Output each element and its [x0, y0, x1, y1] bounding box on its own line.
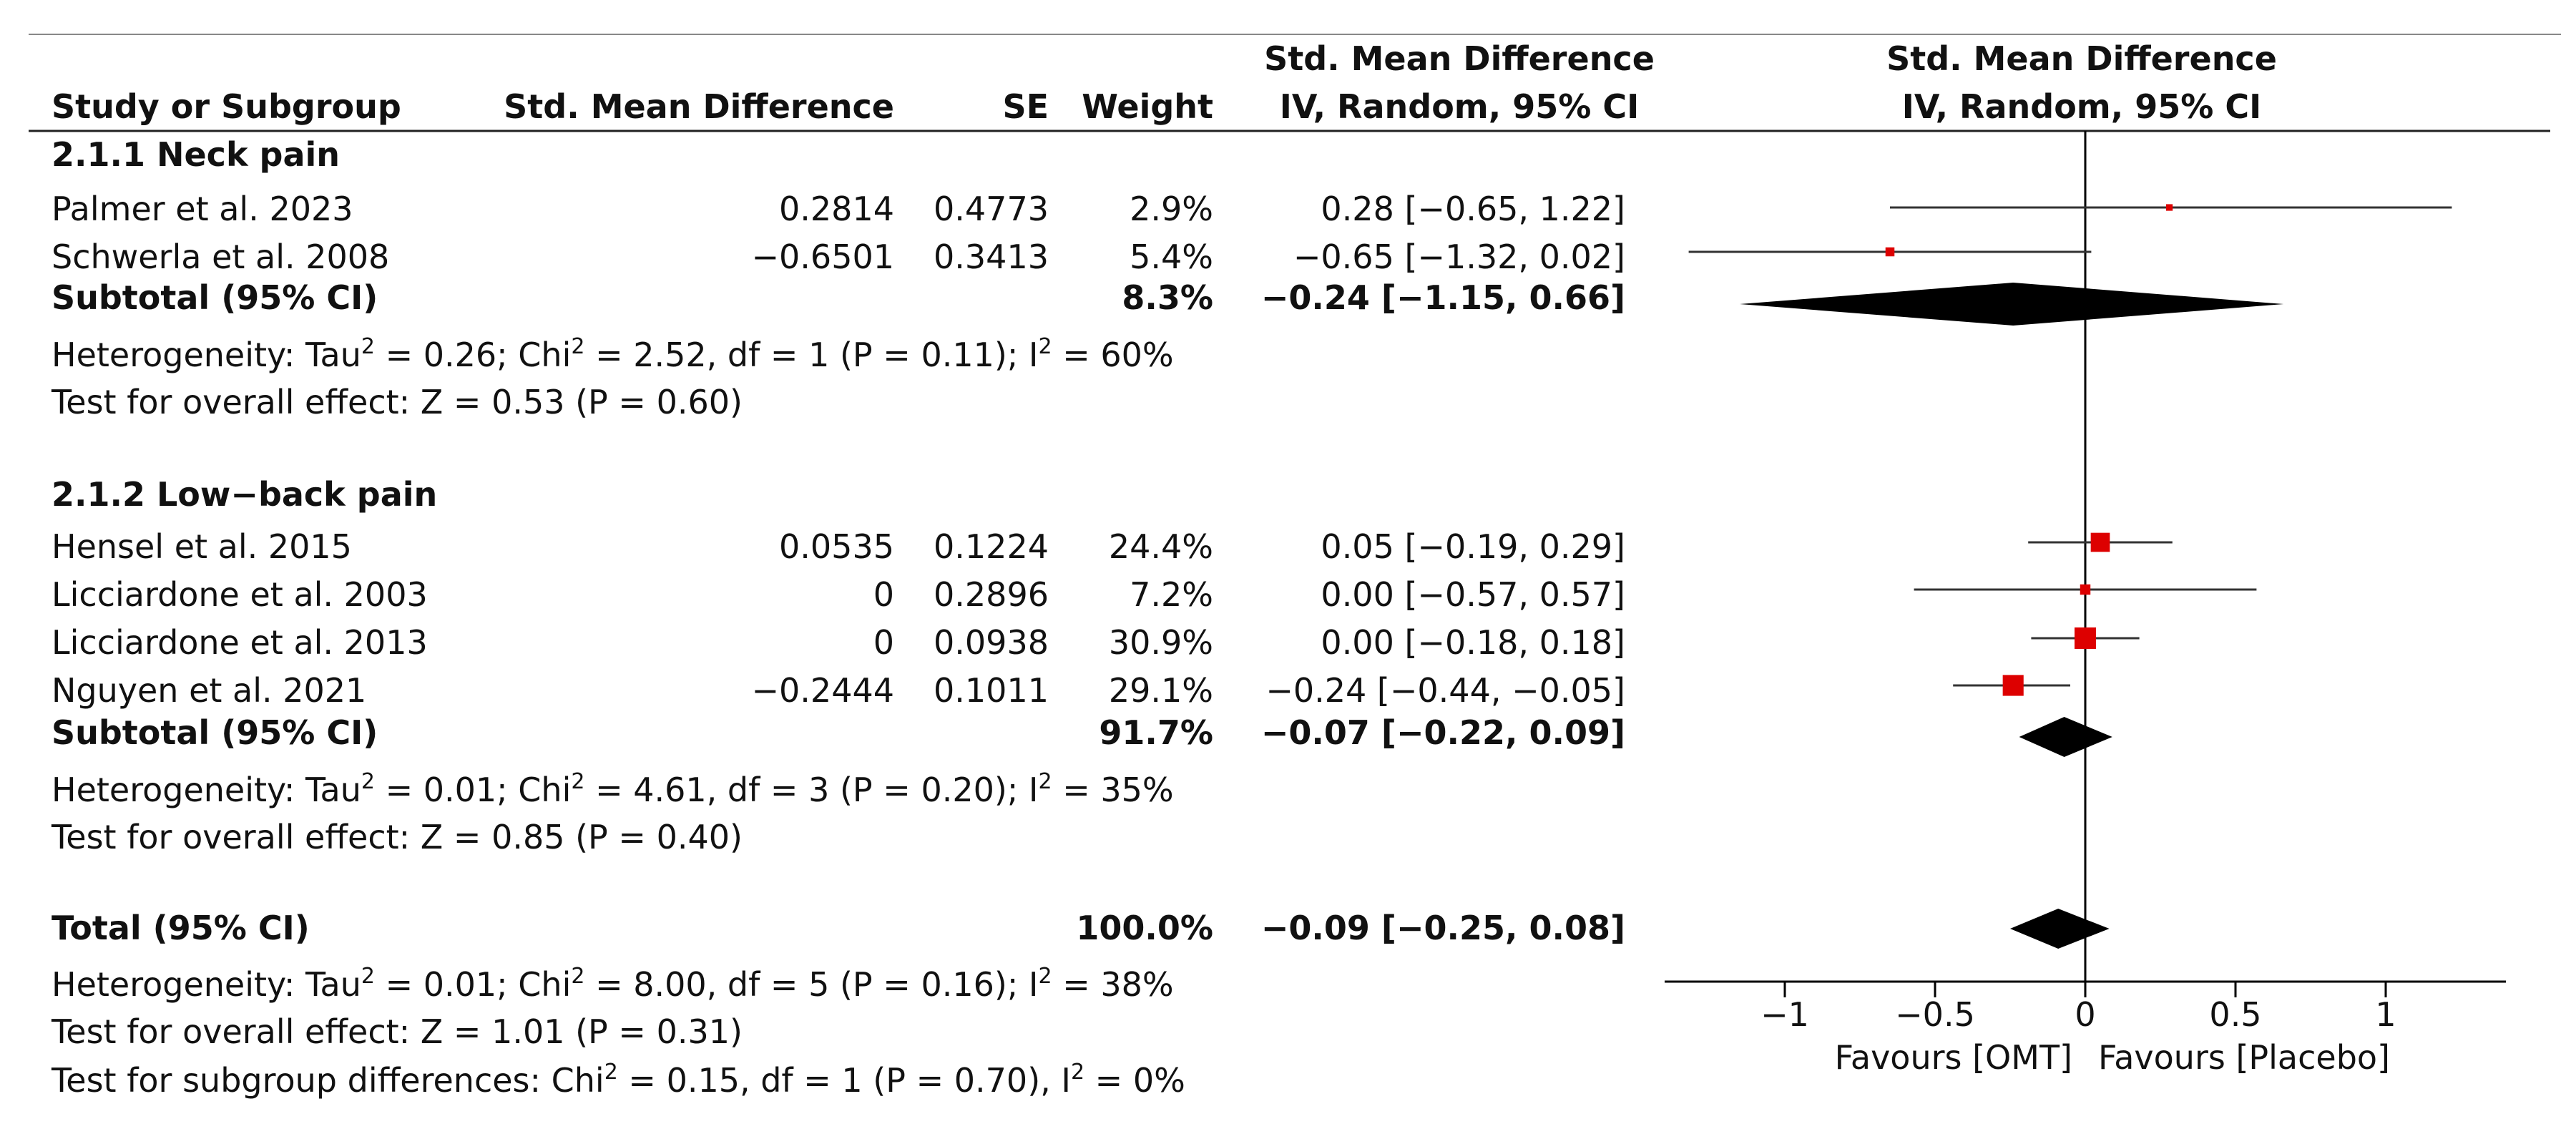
heterogeneity-text: Heterogeneity: Tau2 = 0.01; Chi2 = 4.61,… — [52, 769, 1174, 809]
header-smd: Std. Mean Difference — [504, 87, 894, 126]
study-se: 0.4773 — [934, 190, 1049, 228]
header-plot-line2: IV, Random, 95% CI — [1902, 87, 2261, 126]
total-weight: 100.0% — [1076, 909, 1213, 947]
study-name: Licciardone et al. 2003 — [52, 575, 428, 614]
study-ci: 0.00 [−0.18, 0.18] — [1321, 623, 1625, 662]
x-tick-label: 1 — [2375, 995, 2396, 1034]
study-weight: 5.4% — [1130, 238, 1213, 276]
header-ci-line1: Std. Mean Difference — [1264, 39, 1655, 78]
header-ci-line2: IV, Random, 95% CI — [1280, 87, 1639, 126]
study-ci: −0.24 [−0.44, −0.05] — [1265, 671, 1625, 710]
total-heterogeneity-text: Heterogeneity: Tau2 = 0.01; Chi2 = 8.00,… — [52, 964, 1174, 1004]
x-tick-label: −0.5 — [1895, 995, 1975, 1034]
favours-right-label: Favours [Placebo] — [2098, 1038, 2390, 1077]
subtotal-diamond — [2019, 717, 2112, 757]
effect-marker — [2075, 627, 2096, 649]
subtotal-weight: 91.7% — [1099, 713, 1213, 752]
study-ci: 0.00 [−0.57, 0.57] — [1321, 575, 1625, 614]
x-tick-label: −1 — [1760, 995, 1809, 1034]
study-smd: 0.2814 — [779, 190, 894, 228]
heterogeneity-text: Heterogeneity: Tau2 = 0.26; Chi2 = 2.52,… — [52, 334, 1174, 374]
study-smd: 0.0535 — [779, 527, 894, 566]
header-plot-line1: Std. Mean Difference — [1886, 39, 2277, 78]
study-name: Licciardone et al. 2013 — [52, 623, 428, 662]
overall-effect-text: Test for overall effect: Z = 0.85 (P = 0… — [51, 818, 743, 856]
study-se: 0.1224 — [934, 527, 1049, 566]
subgroup-title: 2.1.2 Low−back pain — [52, 475, 437, 514]
subtotal-diamond — [1740, 283, 2284, 326]
effect-marker — [2080, 584, 2091, 595]
total-overall-effect-text: Test for overall effect: Z = 1.01 (P = 0… — [51, 1012, 743, 1051]
study-smd: 0 — [873, 623, 894, 662]
subtotal-weight: 8.3% — [1122, 278, 1213, 317]
favours-left-label: Favours [OMT] — [1835, 1038, 2072, 1077]
effect-marker — [2166, 204, 2173, 211]
header-weight: Weight — [1082, 87, 1213, 126]
subtotal-ci: −0.07 [−0.22, 0.09] — [1261, 713, 1625, 752]
header-study: Study or Subgroup — [52, 87, 401, 126]
subtotal-label: Subtotal (95% CI) — [52, 713, 378, 752]
study-smd: 0 — [873, 575, 894, 614]
study-se: 0.3413 — [934, 238, 1049, 276]
study-ci: 0.28 [−0.65, 1.22] — [1321, 190, 1625, 228]
study-weight: 24.4% — [1109, 527, 1213, 566]
study-weight: 29.1% — [1109, 671, 1213, 710]
study-name: Hensel et al. 2015 — [52, 527, 352, 566]
total-diamond — [2010, 909, 2110, 949]
total-ci: −0.09 [−0.25, 0.08] — [1261, 909, 1625, 947]
x-tick-label: 0 — [2075, 995, 2095, 1034]
effect-marker — [2090, 532, 2110, 552]
study-smd: −0.6501 — [752, 238, 895, 276]
effect-marker — [2002, 675, 2024, 696]
study-smd: −0.2444 — [752, 671, 895, 710]
study-name: Nguyen et al. 2021 — [52, 671, 366, 710]
study-weight: 2.9% — [1130, 190, 1213, 228]
study-name: Schwerla et al. 2008 — [52, 238, 389, 276]
subtotal-ci: −0.24 [−1.15, 0.66] — [1261, 278, 1625, 317]
study-weight: 7.2% — [1130, 575, 1213, 614]
subgroup-title: 2.1.1 Neck pain — [52, 135, 340, 174]
subtotal-label: Subtotal (95% CI) — [52, 278, 378, 317]
effect-marker — [1885, 247, 1895, 257]
study-ci: 0.05 [−0.19, 0.29] — [1321, 527, 1625, 566]
subgroup-differences-text: Test for subgroup differences: Chi2 = 0.… — [51, 1060, 1185, 1100]
study-weight: 30.9% — [1109, 623, 1213, 662]
study-se: 0.2896 — [934, 575, 1049, 614]
study-ci: −0.65 [−1.32, 0.02] — [1293, 238, 1625, 276]
study-se: 0.1011 — [934, 671, 1049, 710]
study-se: 0.0938 — [934, 623, 1049, 662]
overall-effect-text: Test for overall effect: Z = 0.53 (P = 0… — [51, 383, 743, 421]
header-se: SE — [1002, 87, 1049, 126]
x-tick-label: 0.5 — [2209, 995, 2261, 1034]
plot-area: −1 −0.5 0 0.5 1 Favours [OMT] Favours [Placebo… — [1665, 131, 2506, 1077]
study-name: Palmer et al. 2023 — [52, 190, 353, 228]
total-label: Total (95% CI) — [52, 909, 310, 947]
